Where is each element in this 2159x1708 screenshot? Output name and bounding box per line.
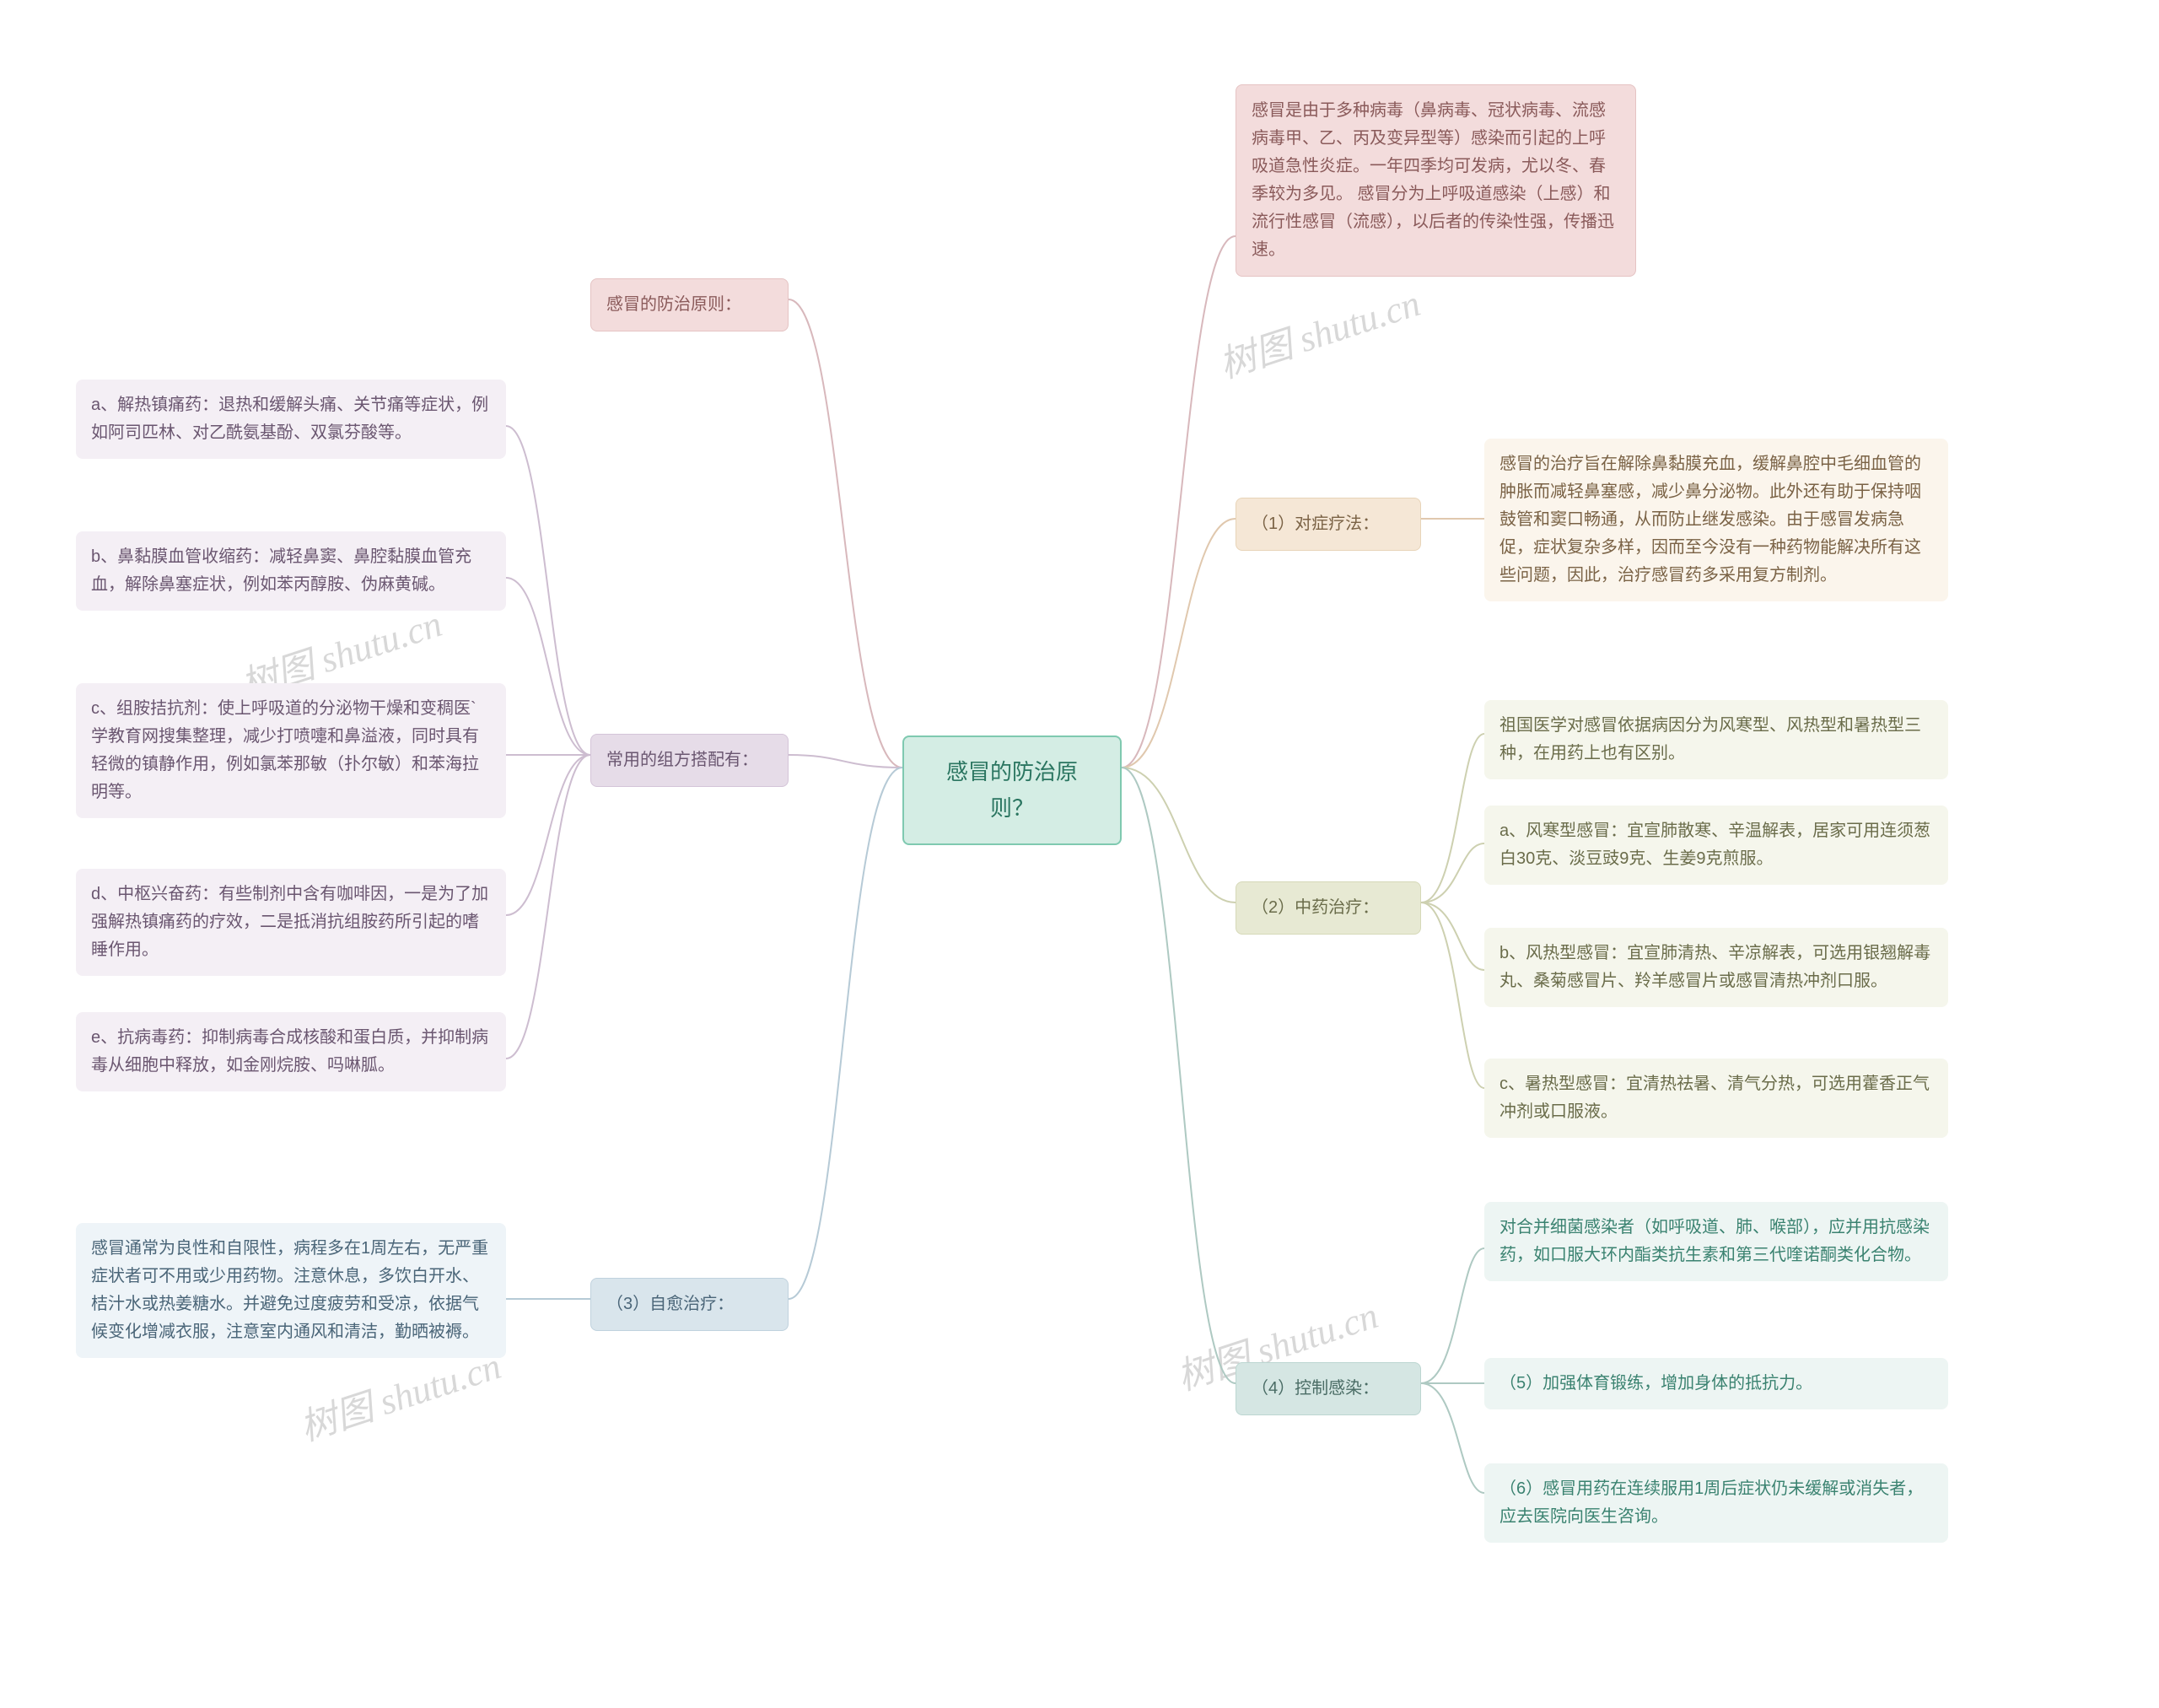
branch-selfheal: （3）自愈治疗： <box>590 1278 789 1331</box>
leaf-tcm-a: a、风寒型感冒：宜宣肺散寒、辛温解表，居家可用连须葱白30克、淡豆豉9克、生姜9… <box>1484 806 1948 885</box>
leaf-formula-b: b、鼻黏膜血管收缩药：减轻鼻窦、鼻腔黏膜血管充血，解除鼻塞症状，例如苯丙醇胺、伪… <box>76 531 506 611</box>
leaf-symptomatic: 感冒的治疗旨在解除鼻黏膜充血，缓解鼻腔中毛细血管的肿胀而减轻鼻塞感，减少鼻分泌物… <box>1484 439 1948 601</box>
watermark: 树图 shutu.cn <box>1211 272 1426 388</box>
leaf-infection-c: （6）感冒用药在连续服用1周后症状仍未缓解或消失者，应去医院向医生咨询。 <box>1484 1463 1948 1543</box>
leaf-selfheal: 感冒通常为良性和自限性，病程多在1周左右，无严重症状者可不用或少用药物。注意休息… <box>76 1223 506 1358</box>
leaf-tcm-b: b、风热型感冒：宜宣肺清热、辛凉解表，可选用银翘解毒丸、桑菊感冒片、羚羊感冒片或… <box>1484 928 1948 1007</box>
leaf-infection-b: （5）加强体育锻练，增加身体的抵抗力。 <box>1484 1358 1948 1409</box>
branch-infection: （4）控制感染： <box>1236 1362 1421 1415</box>
leaf-formula-e: e、抗病毒药：抑制病毒合成核酸和蛋白质，并抑制病毒从细胞中释放，如金刚烷胺、吗啉… <box>76 1012 506 1091</box>
leaf-tcm-intro: 祖国医学对感冒依据病因分为风寒型、风热型和暑热型三种，在用药上也有区别。 <box>1484 700 1948 779</box>
branch-tcm: （2）中药治疗： <box>1236 881 1421 935</box>
intro-node: 感冒是由于多种病毒（鼻病毒、冠状病毒、流感病毒甲、乙、丙及变异型等）感染而引起的… <box>1236 84 1636 277</box>
branch-formula: 常用的组方搭配有： <box>590 734 789 787</box>
leaf-formula-d: d、中枢兴奋药：有些制剂中含有咖啡因，一是为了加强解热镇痛药的疗效，二是抵消抗组… <box>76 869 506 976</box>
leaf-formula-c: c、组胺拮抗剂：使上呼吸道的分泌物干燥和变稠医`学教育网搜集整理，减少打喷嚏和鼻… <box>76 683 506 818</box>
leaf-tcm-c: c、暑热型感冒：宜清热祛暑、清气分热，可选用藿香正气冲剂或口服液。 <box>1484 1059 1948 1138</box>
branch-principle: 感冒的防治原则： <box>590 278 789 331</box>
branch-symptomatic: （1）对症疗法： <box>1236 498 1421 551</box>
leaf-formula-a: a、解热镇痛药：退热和缓解头痛、关节痛等症状，例如阿司匹林、对乙酰氨基酚、双氯芬… <box>76 380 506 459</box>
root-node: 感冒的防治原则？ <box>902 735 1122 845</box>
leaf-infection-a: 对合并细菌感染者（如呼吸道、肺、喉部），应并用抗感染药，如口服大环内酯类抗生素和… <box>1484 1202 1948 1281</box>
